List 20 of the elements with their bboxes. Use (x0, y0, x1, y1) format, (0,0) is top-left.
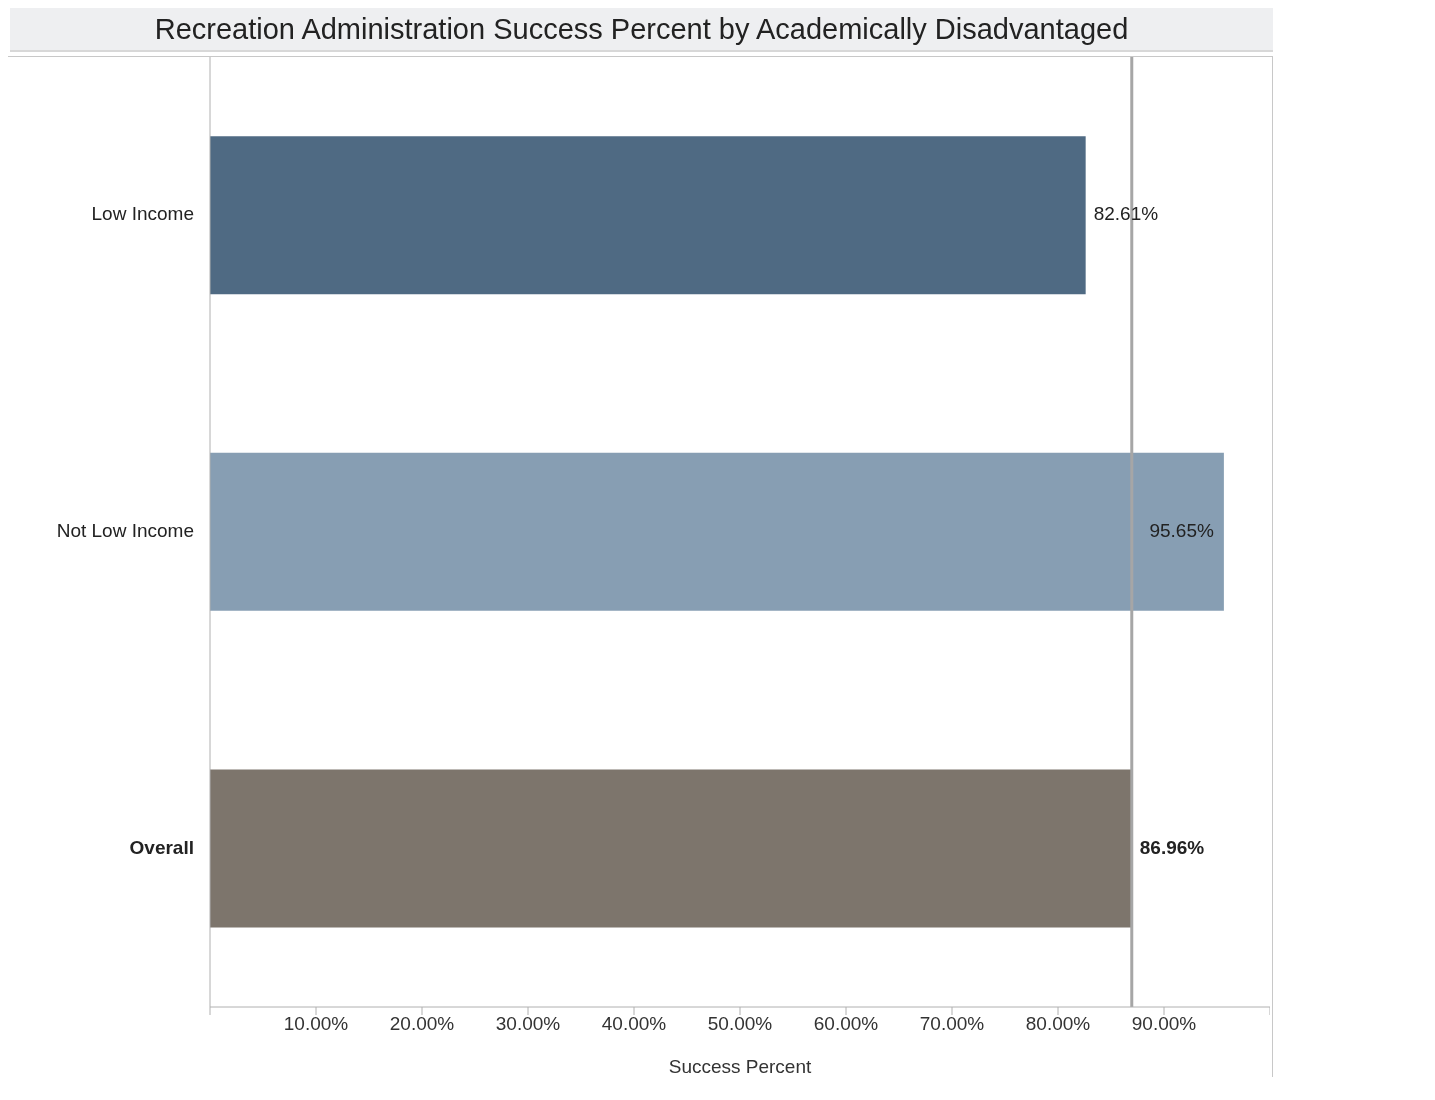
data-label: 82.61% (1093, 203, 1159, 225)
x-tick-label: 10.00% (283, 1013, 349, 1035)
bar (210, 452, 1224, 611)
bar (210, 136, 1086, 295)
x-tick-label: 40.00% (601, 1013, 667, 1035)
x-tick-label: 50.00% (707, 1013, 773, 1035)
x-tick-label: 90.00% (1131, 1013, 1197, 1035)
x-tick-label: 60.00% (813, 1013, 879, 1035)
bar (210, 769, 1132, 928)
x-tick-label: 30.00% (495, 1013, 561, 1035)
y-tick-label: Low Income (91, 203, 194, 225)
x-tick-label: 70.00% (919, 1013, 985, 1035)
data-label: 86.96% (1139, 836, 1205, 858)
chart-title: Recreation Administration Success Percent by Academically Disadvantaged (10, 8, 1273, 52)
x-tick-label: 20.00% (389, 1013, 455, 1035)
y-tick-label: Not Low Income (56, 520, 194, 542)
x-axis-title: Success Percent (668, 1056, 812, 1077)
y-tick-label: Overall (129, 836, 194, 858)
data-label: 95.65% (1149, 519, 1214, 541)
x-tick-label: 80.00% (1025, 1013, 1091, 1035)
